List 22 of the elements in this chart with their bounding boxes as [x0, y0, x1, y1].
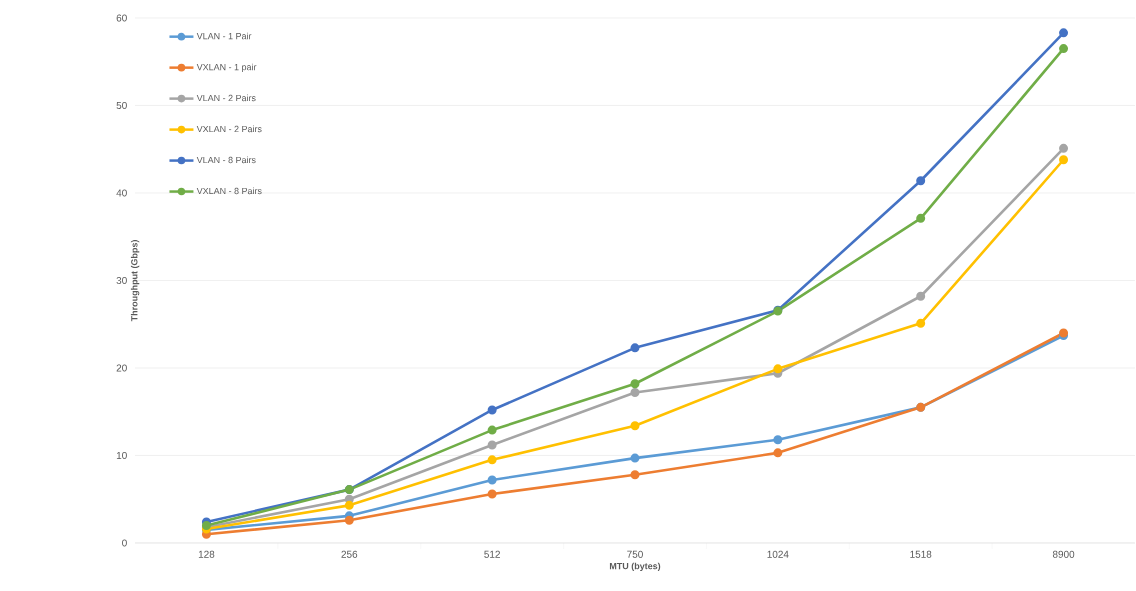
y-tick-label: 60	[116, 14, 127, 22]
legend-label: VLAN - 2 Pairs	[196, 94, 256, 102]
x-tick-label: 512	[484, 550, 500, 558]
x-tick-label: 750	[627, 550, 643, 558]
x-tick-label: 1024	[767, 550, 789, 558]
y-tick-label: 30	[116, 276, 127, 285]
x-tick-label: 256	[341, 550, 358, 558]
legend-label: VLAN - 1 Pair	[196, 32, 252, 40]
legend-label: VXLAN - 8 Pairs	[196, 187, 262, 195]
x-tick-label: 1518	[910, 550, 932, 558]
x-tick-label: 128	[198, 550, 215, 558]
x-axis-title: MTU (bytes)	[609, 562, 661, 572]
y-tick-label: 20	[116, 364, 127, 372]
legend-label: VLAN - 8 Pairs	[196, 156, 256, 164]
y-axis-title: Throughput (Gbps)	[130, 240, 140, 322]
y-tick-label: 50	[116, 101, 127, 110]
legend-label: VXLAN - 1 pair	[196, 63, 257, 72]
legend-label: VXLAN - 2 Pairs	[196, 125, 262, 133]
y-tick-label: 40	[116, 189, 127, 197]
x-tick-label: 8900	[1052, 550, 1075, 558]
y-tick-label: 10	[116, 451, 127, 460]
y-tick-label: 0	[122, 539, 127, 547]
